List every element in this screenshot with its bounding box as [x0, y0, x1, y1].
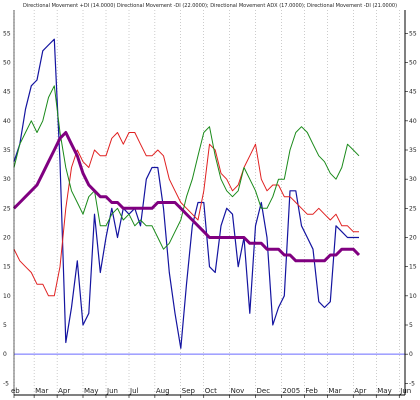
y-tick-left-8: 35 [3, 147, 11, 154]
y-tick-left-6: 25 [3, 205, 11, 212]
x-tick-label-4: Jun [106, 387, 118, 395]
y-tick-right-6: 25 [409, 205, 417, 212]
x-tick-label-1: Mar [35, 387, 48, 395]
x-tick-label-11: 2005 [282, 387, 300, 395]
y-axis-left-labels: -5 0 5 10 15 20 25 30 35 40 45 50 55 [3, 30, 11, 387]
x-tick-label-5: Jul [129, 387, 139, 395]
y-tick-left-2: 5 [3, 322, 7, 329]
y-tick-right-4: 15 [409, 264, 417, 271]
series-line-2 [13, 85, 360, 250]
y-tick-left-7: 30 [3, 176, 11, 183]
y-tick-left-0: -5 [3, 380, 9, 387]
y-tick-right-7: 30 [409, 176, 417, 183]
y-tick-left-10: 45 [3, 89, 11, 96]
y-tick-left-12: 55 [3, 30, 11, 37]
y-tick-right-2: 5 [409, 322, 413, 329]
series-line-3 [12, 131, 361, 263]
x-tick-label-10: Dec [257, 387, 271, 395]
x-tick-label-8: Oct [205, 387, 217, 395]
y-tick-right-12: 55 [409, 30, 417, 37]
x-axis-labels: eb Mar Apr May Jun Jul Aug Sep Oct Nov Dec 2005 Feb M… [11, 387, 411, 398]
x-tick-label-7: Sep [182, 387, 196, 395]
x-tick-label-15: May [377, 387, 391, 395]
y-tick-right-1: 0 [409, 351, 413, 358]
x-tick-label-3: May [84, 387, 98, 395]
series-line-0 [13, 38, 359, 349]
y-tick-right-9: 40 [409, 118, 417, 125]
y-tick-left-1: 0 [3, 351, 7, 358]
x-tick-label-0: eb [11, 387, 20, 395]
series-line-1 [13, 132, 359, 297]
y-tick-right-5: 20 [409, 235, 417, 242]
x-tick-label-14: Apr [354, 387, 366, 395]
chart-title: Directional Movement +DI (14.0000) Direc… [23, 3, 397, 9]
y-tick-left-9: 40 [3, 118, 11, 125]
x-tick-label-12: Feb [305, 387, 318, 395]
y-tick-right-11: 50 [409, 60, 417, 67]
y-tick-right-10: 45 [409, 89, 417, 96]
series-group [12, 38, 361, 349]
x-tick-label-2: Apr [58, 387, 70, 395]
y-axis-right-labels: -5 0 5 10 15 20 25 30 35 40 45 50 55 [405, 30, 417, 387]
y-tick-right-3: 10 [409, 293, 417, 300]
y-tick-left-3: 10 [3, 293, 11, 300]
x-tick-label-13: Mar [328, 387, 341, 395]
y-tick-left-11: 50 [3, 60, 11, 67]
y-tick-right-8: 35 [409, 147, 417, 154]
x-tick-label-9: Nov [231, 387, 245, 395]
y-tick-right-0: -5 [409, 380, 415, 387]
y-tick-left-4: 15 [3, 264, 11, 271]
y-tick-left-5: 20 [3, 235, 11, 242]
x-tick-label-6: Aug [156, 387, 170, 395]
